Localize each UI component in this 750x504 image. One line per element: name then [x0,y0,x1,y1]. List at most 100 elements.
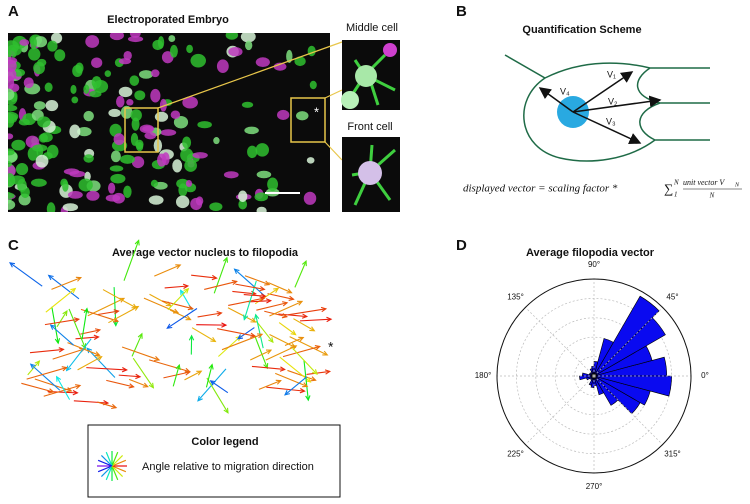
cell [150,179,159,188]
vector [197,368,227,402]
marker: * [328,339,334,355]
vector-head [29,363,36,370]
vectors [538,71,662,145]
vector [268,282,292,294]
cell [9,175,25,185]
vector [56,310,68,328]
cell [138,70,154,79]
polar-frame [496,278,692,474]
legend-ray [100,454,113,467]
vector-label: V₂ [608,96,618,106]
cell [126,98,134,106]
angle-tick-label: 315° [664,450,681,459]
bar [590,375,595,388]
vector [191,274,217,279]
vector [206,377,229,414]
vector [284,337,304,347]
cell [238,199,248,210]
cell [136,141,144,152]
cell [309,80,317,90]
vector-head [208,363,214,370]
cell [168,35,176,43]
roi-box [124,107,159,153]
legend-box [87,424,341,498]
cell [47,40,58,52]
vector [204,280,237,290]
vector-head [131,303,138,309]
cell [72,64,83,78]
cell [195,196,204,206]
cell [110,150,121,163]
vector-head [305,395,311,402]
vector-head [96,356,103,362]
cell [62,203,79,212]
vector-head [210,337,217,343]
vector-head [185,315,192,321]
vector-head [223,407,229,414]
formula: displayed vector = scaling factor * ∑ N … [463,178,742,200]
cell [244,126,259,135]
cell [70,84,77,95]
vector [81,308,88,340]
vector [265,345,297,361]
vector-head [268,337,274,344]
cell [71,96,79,104]
formula-numerator-sub: N [734,182,740,188]
vector-head [302,382,309,388]
vector-head [275,379,282,385]
vector [269,333,296,348]
vector-head [135,373,142,380]
vector-head [121,367,128,373]
vector [86,347,116,378]
vector [217,328,256,337]
cell [44,82,53,93]
vector-head [83,307,89,314]
vector [255,320,274,343]
vector [132,357,154,389]
vector-head [322,350,329,356]
vector-head [305,377,312,383]
cell [180,148,194,162]
vector-head [196,370,203,376]
vector [80,329,101,335]
cell [245,40,253,51]
vector [278,322,296,336]
cell [30,36,37,50]
vector [87,297,125,317]
vector [269,300,303,317]
vector [232,290,256,295]
legend-ray [111,451,119,467]
inset-cells [341,43,397,206]
vector [68,308,86,349]
vector [228,297,265,306]
vector-head [279,366,286,372]
vector-head [134,239,140,246]
vector [102,289,137,309]
cell [91,57,103,68]
cell [277,109,290,121]
vector [167,288,189,311]
vector [244,275,270,286]
vector [213,257,228,294]
cell [15,163,29,176]
vector-head [111,403,118,410]
cell [127,35,144,43]
vector-head [118,297,126,303]
vector-head [86,347,93,354]
cell [83,154,94,163]
vector-head [288,295,295,301]
vector-head [221,322,228,328]
cell [8,148,15,156]
cell [8,67,17,81]
legend-ray [97,465,113,473]
vector-head [233,268,240,275]
legend-title: Color legend [191,436,258,448]
cell [77,126,92,137]
vector-head [265,349,273,355]
panel-title: Average vector nucleus to filopodia [112,247,299,259]
vector-head [211,274,218,281]
vector [26,367,67,380]
vector [56,376,71,400]
cell [267,177,279,192]
